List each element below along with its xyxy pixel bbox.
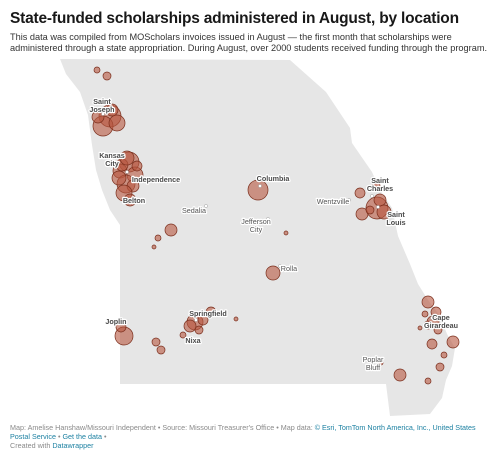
- scholarship-bubble[interactable]: [247, 179, 269, 201]
- scholarship-bubble[interactable]: [102, 71, 112, 81]
- scholarship-bubble[interactable]: [426, 338, 438, 350]
- scholarship-bubble[interactable]: [119, 150, 135, 166]
- footer-separator: •: [55, 432, 63, 441]
- city-label-joplin: Joplin: [105, 317, 126, 326]
- scholarship-bubble[interactable]: [151, 337, 161, 347]
- city-label-springfield: Springfield: [189, 309, 227, 318]
- scholarship-bubble[interactable]: [421, 295, 435, 309]
- city-label-cape-girardeau: Cape Girardeau: [424, 313, 458, 330]
- scholarship-bubble[interactable]: [365, 205, 375, 215]
- city-dot-saint-louis: [376, 205, 380, 209]
- scholarship-bubble[interactable]: [424, 377, 432, 385]
- city-labels: Saint Joseph Kansas City Independence Belton C…: [88, 96, 459, 373]
- city-dot-saint-charles: [370, 194, 374, 198]
- city-label-sedalia: Sedalia: [182, 206, 206, 215]
- chart-title: State-funded scholarships administered i…: [10, 10, 459, 27]
- city-dot-kansas-city: [125, 170, 129, 174]
- scholarship-bubble[interactable]: [376, 204, 392, 220]
- footer: Map: Amelise Hanshaw/Missouri Independen…: [10, 423, 495, 450]
- city-label-jefferson-city: Jefferson City: [241, 217, 270, 234]
- scholarship-bubble[interactable]: [435, 362, 445, 372]
- scholarship-bubble[interactable]: [433, 325, 443, 335]
- city-label-nixa: Nixa: [185, 336, 201, 345]
- city-label-poplar-bluff: Poplar Bluff: [363, 355, 384, 372]
- map-data-link[interactable]: © Esri, TomTom North America, Inc., Unit…: [10, 423, 476, 441]
- scholarship-bubble[interactable]: [164, 223, 178, 237]
- city-dot-jefferson-city: [266, 217, 270, 221]
- scholarship-bubble[interactable]: [283, 230, 289, 236]
- scholarship-bubble[interactable]: [105, 103, 119, 117]
- city-label-rolla: Rolla: [281, 264, 297, 273]
- city-label-belton: Belton: [123, 196, 145, 205]
- scholarship-bubbles: [91, 66, 460, 385]
- scholarship-bubble[interactable]: [151, 244, 157, 250]
- scholarship-bubble[interactable]: [205, 306, 217, 318]
- scholarship-bubble[interactable]: [111, 170, 127, 186]
- scholarship-bubble[interactable]: [131, 160, 143, 172]
- scholarship-bubble[interactable]: [156, 345, 166, 355]
- scholarship-bubble[interactable]: [373, 193, 387, 207]
- city-label-kansas-city: Kansas City: [99, 151, 125, 168]
- city-dot-sedalia: [204, 204, 208, 208]
- scholarship-bubble[interactable]: [194, 325, 204, 335]
- scholarship-bubble[interactable]: [108, 114, 126, 132]
- scholarship-bubble[interactable]: [183, 319, 197, 333]
- city-label-saint-louis: Saint Louis: [386, 210, 405, 227]
- city-dot-springfield: [194, 318, 198, 322]
- city-label-wentzville: Wentzville: [317, 197, 350, 206]
- scholarship-bubble[interactable]: [423, 320, 433, 330]
- scholarship-bubble[interactable]: [417, 325, 423, 331]
- footer-separator-2: •: [102, 432, 107, 441]
- city-label-columbia: Columbia: [257, 174, 291, 183]
- footer-credit: Map: Amelise Hanshaw/Missouri Independen…: [10, 423, 315, 432]
- scholarship-bubble[interactable]: [115, 321, 127, 333]
- city-dot-saint-joseph: [101, 112, 105, 116]
- scholarship-bubble[interactable]: [446, 335, 460, 349]
- scholarship-bubble[interactable]: [421, 310, 429, 318]
- city-dot-cape-girardeau: [430, 316, 434, 320]
- scholarship-bubble[interactable]: [265, 265, 281, 281]
- scholarship-bubble[interactable]: [440, 351, 448, 359]
- scholarship-bubble[interactable]: [393, 368, 407, 382]
- footer-created-with: Created with: [10, 441, 53, 450]
- scholarship-bubble[interactable]: [354, 187, 366, 199]
- city-dot-columbia: [258, 184, 262, 188]
- scholarship-bubble[interactable]: [179, 331, 187, 339]
- city-dot-wentzville: [347, 198, 351, 202]
- city-dot-independence: [138, 178, 142, 182]
- city-label-saint-joseph: Saint Joseph: [89, 97, 114, 114]
- get-the-data-link[interactable]: Get the data: [62, 432, 103, 441]
- scholarship-bubble[interactable]: [197, 314, 209, 326]
- scholarship-bubble[interactable]: [91, 110, 105, 124]
- scholarship-bubble[interactable]: [93, 66, 101, 74]
- city-label-independence: Independence: [132, 175, 180, 184]
- datawrapper-link[interactable]: Datawrapper: [52, 441, 94, 450]
- scholarship-bubble[interactable]: [123, 193, 137, 207]
- missouri-state-shape: [60, 59, 455, 416]
- city-dot-poplar-bluff: [379, 358, 383, 362]
- city-dot-rolla: [278, 264, 282, 268]
- scholarship-bubble[interactable]: [371, 181, 381, 191]
- scholarship-bubble[interactable]: [233, 316, 239, 322]
- chart-description: This data was compiled from MOScholars i…: [10, 32, 488, 54]
- scholarship-bubble[interactable]: [154, 234, 162, 242]
- city-label-saint-charles: Saint Charles: [367, 176, 393, 193]
